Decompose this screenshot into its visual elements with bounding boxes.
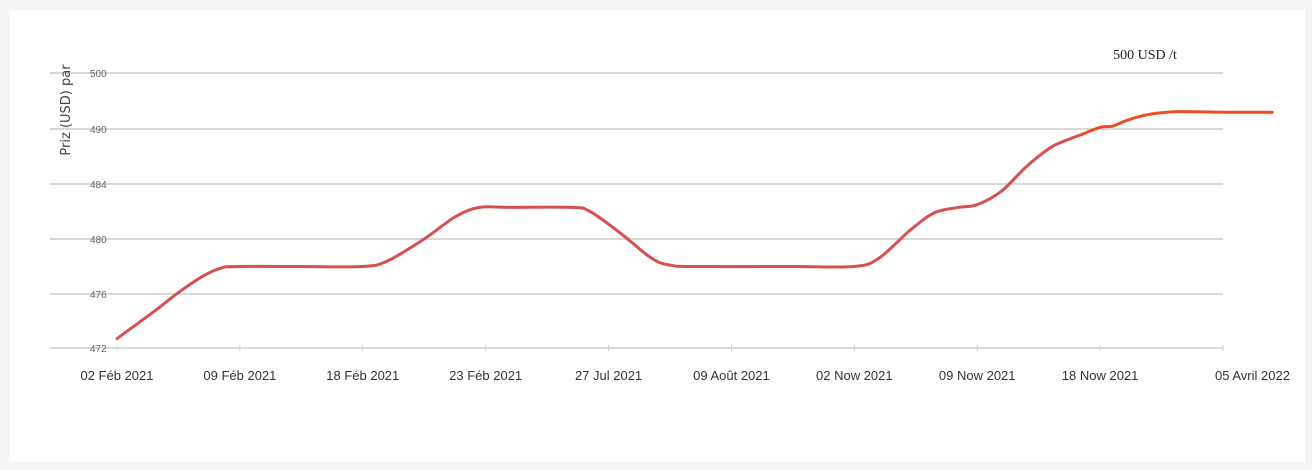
x-tick-label: 09 Féb 2021: [203, 368, 276, 383]
price-annotation: 500 USD /t: [1113, 48, 1177, 63]
series-lines: [115, 110, 1274, 341]
price-series-line: [115, 133, 1084, 341]
y-tick-label: 490: [90, 125, 107, 136]
x-tick-label: 02 Now 2021: [816, 368, 893, 383]
price-line-chart: 500 490 484 480 476 472 02 Féb 2021 09 Féb 202…: [50, 48, 1290, 383]
y-axis-label: Priz (USD) par: [59, 64, 74, 156]
x-tick-label: 09 Now 2021: [939, 368, 1016, 383]
y-tick-labels: 500 490 484 480 476 472: [90, 69, 107, 355]
x-tick-label: 09 Août 2021: [693, 368, 770, 383]
chart-card: 500 490 484 480 476 472 02 Féb 2021 09 Féb 202…: [10, 10, 1305, 462]
x-tick-label: 02 Féb 2021: [80, 368, 153, 383]
x-tick-label: 18 Now 2021: [1062, 368, 1139, 383]
grid: [50, 72, 1224, 351]
x-tick-label: 27 Jul 2021: [575, 368, 642, 383]
x-tick-labels: 02 Féb 2021 09 Féb 2021 18 Féb 2021 23 Féb …: [80, 368, 1289, 383]
y-tick-label: 472: [90, 344, 107, 355]
y-tick-label: 500: [90, 69, 107, 80]
x-tick-label: 18 Féb 2021: [326, 368, 399, 383]
x-tick-label: 23 Féb 2021: [449, 368, 522, 383]
price-series-line: [1080, 110, 1274, 136]
y-tick-label: 484: [90, 180, 107, 191]
x-tick-label: 05 Avril 2022: [1215, 368, 1290, 383]
y-tick-label: 476: [90, 290, 107, 301]
y-tick-label: 480: [90, 235, 107, 246]
